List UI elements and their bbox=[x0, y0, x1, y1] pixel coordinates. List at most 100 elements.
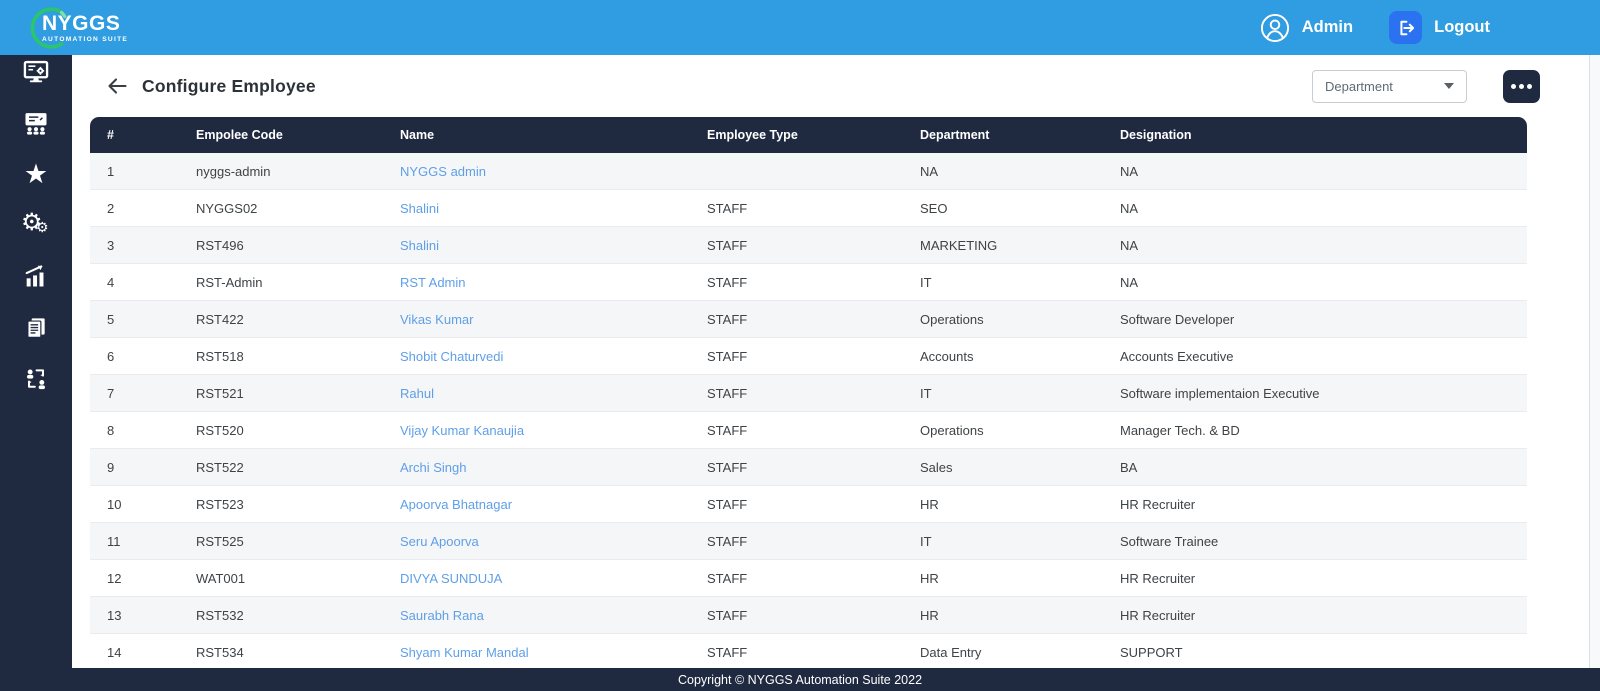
cell: Sales bbox=[920, 459, 953, 475]
column-header: Designation bbox=[1120, 128, 1192, 142]
cell: Accounts Executive bbox=[1120, 348, 1234, 364]
top-header: NYGGS AUTOMATION SUITE Admin Logout bbox=[0, 0, 1600, 55]
cell: 12 bbox=[107, 570, 122, 586]
cell: 13 bbox=[107, 607, 122, 623]
cell-name: Shyam Kumar Mandal bbox=[400, 645, 707, 660]
column-header: Name bbox=[400, 128, 435, 142]
cell: RST521 bbox=[196, 385, 244, 401]
settings-gears-icon[interactable]: ⚙ ⚙ bbox=[21, 209, 49, 236]
user-avatar-icon bbox=[1260, 13, 1289, 42]
cell: NYGGS02 bbox=[196, 200, 258, 216]
sidebar: ★ ⚙ ⚙ bbox=[0, 55, 72, 691]
cell: Manager Tech. & BD bbox=[1120, 422, 1240, 438]
logout-label: Logout bbox=[1434, 18, 1490, 36]
cell: NA bbox=[1120, 237, 1139, 253]
team-board-icon[interactable] bbox=[0, 106, 72, 140]
employee-name-link[interactable]: RST Admin bbox=[400, 274, 466, 290]
cell-name: Seru Apoorva bbox=[400, 534, 707, 549]
employee-name-link[interactable]: Shyam Kumar Mandal bbox=[400, 644, 529, 660]
employee-name-link[interactable]: Archi Singh bbox=[400, 459, 467, 475]
employee-name-link[interactable]: Saurabh Rana bbox=[400, 607, 484, 623]
cell: STAFF bbox=[707, 311, 748, 327]
table-row: 13 RST532 Saurabh Rana STAFF HR HR Recruiter bbox=[90, 597, 1527, 634]
employee-name-link[interactable]: Apoorva Bhatnagar bbox=[400, 496, 513, 512]
table-row: 3 RST496 Shalini STAFF MARKETING NA bbox=[90, 227, 1527, 264]
cell: 4 bbox=[107, 274, 115, 290]
cell-name: Shalini bbox=[400, 201, 707, 216]
department-filter-dropdown[interactable]: Department bbox=[1312, 69, 1467, 103]
cell: nyggs-admin bbox=[196, 163, 271, 179]
star-icon[interactable]: ★ bbox=[23, 158, 49, 189]
cell: STAFF bbox=[707, 459, 748, 475]
copyright-text: Copyright © NYGGS Automation Suite 2022 bbox=[677, 672, 923, 687]
cell-name: Apoorva Bhatnagar bbox=[400, 497, 707, 512]
cell: BA bbox=[1120, 459, 1138, 475]
employee-name-link[interactable]: Vijay Kumar Kanaujia bbox=[400, 422, 525, 438]
chevron-down-icon bbox=[1444, 83, 1454, 89]
back-button[interactable] bbox=[104, 73, 130, 99]
cell: Software Developer bbox=[1120, 311, 1235, 327]
app-logo: NYGGS AUTOMATION SUITE bbox=[24, 5, 128, 51]
table-row: 1 nyggs-admin NYGGS admin NA NA bbox=[90, 153, 1527, 190]
cell: HR bbox=[920, 570, 939, 586]
toolbar: Configure Employee Department bbox=[72, 55, 1589, 117]
cell: RST422 bbox=[196, 311, 244, 327]
employee-name-link[interactable]: Shalini bbox=[400, 200, 440, 216]
cell: HR Recruiter bbox=[1120, 570, 1196, 586]
cell-name: RST Admin bbox=[400, 275, 707, 290]
column-header: # bbox=[107, 128, 114, 142]
cell-name: Shalini bbox=[400, 238, 707, 253]
cell-name: Saurabh Rana bbox=[400, 608, 707, 623]
admin-user-button[interactable]: Admin bbox=[1260, 13, 1353, 43]
cell-name: Archi Singh bbox=[400, 460, 707, 475]
employee-name-link[interactable]: Seru Apoorva bbox=[400, 533, 479, 549]
table-row: 5 RST422 Vikas Kumar STAFF Operations Softwar… bbox=[90, 301, 1527, 338]
cell: STAFF bbox=[707, 607, 748, 623]
logout-button[interactable]: Logout bbox=[1389, 11, 1490, 44]
employee-name-link[interactable]: DIVYA SUNDUJA bbox=[400, 570, 503, 586]
more-options-button[interactable] bbox=[1503, 69, 1540, 103]
cell: RST534 bbox=[196, 644, 244, 660]
table-row: 2 NYGGS02 Shalini STAFF SEO NA bbox=[90, 190, 1527, 227]
cell: 7 bbox=[107, 385, 115, 401]
page-title: Configure Employee bbox=[142, 75, 316, 96]
table-row: 4 RST-Admin RST Admin STAFF IT NA bbox=[90, 264, 1527, 301]
employee-name-link[interactable]: Shalini bbox=[400, 237, 440, 253]
logo-green-arc-icon bbox=[30, 6, 67, 49]
cell: 14 bbox=[107, 644, 122, 660]
cell: Operations bbox=[920, 311, 984, 327]
growth-chart-icon[interactable] bbox=[0, 259, 72, 293]
employee-name-link[interactable]: Vikas Kumar bbox=[400, 311, 474, 327]
back-arrow-icon bbox=[108, 78, 127, 94]
cell: STAFF bbox=[707, 644, 748, 660]
footer: Copyright © NYGGS Automation Suite 2022 bbox=[0, 668, 1600, 691]
cell: SUPPORT bbox=[1120, 644, 1183, 660]
table-header-row: # Empolee Code Name Employee Type Department… bbox=[90, 117, 1527, 153]
cell: RST532 bbox=[196, 607, 244, 623]
department-filter-value: Department bbox=[1325, 78, 1393, 94]
vertical-scrollbar[interactable] bbox=[1589, 55, 1600, 691]
employee-name-link[interactable]: NYGGS admin bbox=[400, 163, 486, 179]
employee-name-link[interactable]: Shobit Chaturvedi bbox=[400, 348, 504, 364]
cell: Software Trainee bbox=[1120, 533, 1219, 549]
cell: STAFF bbox=[707, 496, 748, 512]
cell: HR Recruiter bbox=[1120, 496, 1196, 512]
cell: HR Recruiter bbox=[1120, 607, 1196, 623]
cell: 3 bbox=[107, 237, 115, 253]
cell: RST518 bbox=[196, 348, 244, 364]
cell: STAFF bbox=[707, 200, 748, 216]
table-row: 8 RST520 Vijay Kumar Kanaujia STAFF Operatio… bbox=[90, 412, 1527, 449]
cell: RST523 bbox=[196, 496, 244, 512]
cell: STAFF bbox=[707, 422, 748, 438]
cell: STAFF bbox=[707, 348, 748, 364]
table-row: 14 RST534 Shyam Kumar Mandal STAFF Data Entr… bbox=[90, 634, 1527, 671]
monitor-settings-icon[interactable] bbox=[0, 55, 72, 89]
employee-name-link[interactable]: Rahul bbox=[400, 385, 434, 401]
cell: 10 bbox=[107, 496, 122, 512]
people-sync-icon[interactable] bbox=[0, 361, 72, 395]
cell-name: Rahul bbox=[400, 386, 707, 401]
logo-subtitle: AUTOMATION SUITE bbox=[42, 35, 129, 43]
cell: Data Entry bbox=[920, 644, 982, 660]
table-row: 10 RST523 Apoorva Bhatnagar STAFF HR HR Recru… bbox=[90, 486, 1527, 523]
documents-icon[interactable] bbox=[0, 310, 72, 344]
